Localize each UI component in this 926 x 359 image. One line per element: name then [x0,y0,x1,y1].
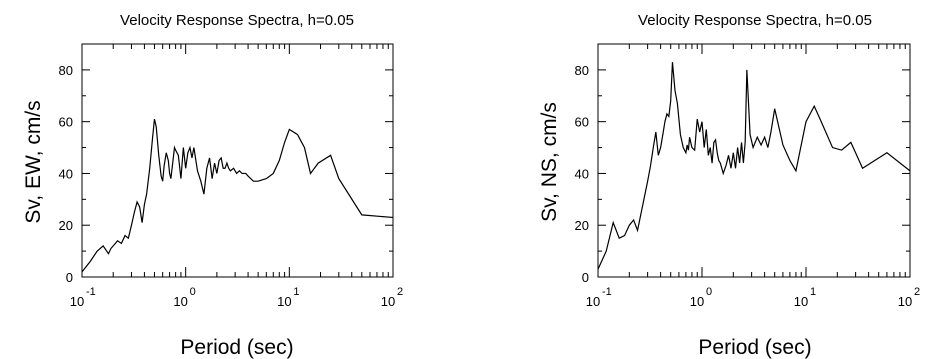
svg-text:10: 10 [690,294,704,309]
svg-text:10: 10 [173,294,187,309]
tick-marks [81,43,393,278]
y-tick-labels: 0 20 40 60 80 [575,63,589,285]
x-axis-label: Period (sec) [180,336,293,359]
y-tick-label: 20 [575,218,589,233]
x-tick-label: 10-1 [70,286,96,309]
tick-marks [597,43,910,278]
y-tick-label: 80 [575,63,589,78]
y-tick-label: 40 [575,166,589,181]
y-tick-label: 0 [66,270,73,285]
y-tick-label: 80 [59,63,73,78]
svg-text:-1: -1 [602,286,612,298]
series-line [597,62,911,270]
svg-text:2: 2 [397,286,403,298]
y-tick-label: 60 [59,115,73,130]
svg-text:2: 2 [914,286,920,298]
x-axis-label: Period (sec) [698,336,811,359]
x-tick-label: 101 [794,286,816,309]
svg-text:-1: -1 [86,286,96,298]
y-tick-label: 20 [59,218,73,233]
x-tick-label: 102 [381,286,403,309]
chart-title: Velocity Response Spectra, h=0.05 [638,12,872,29]
y-axis-label: Sv, EW, cm/s [22,100,45,223]
y-tick-label: 60 [575,115,589,130]
svg-text:0: 0 [190,286,196,298]
y-tick-labels: 0 20 40 60 80 [59,63,73,285]
svg-text:1: 1 [810,286,816,298]
x-tick-label: 100 [173,286,195,309]
svg-text:1: 1 [293,286,299,298]
svg-text:10: 10 [794,294,808,309]
svg-text:10: 10 [277,294,291,309]
series-line [81,118,394,273]
svg-text:0: 0 [706,286,712,298]
chart-panel-ns: Velocity Response Spectra, h=0.05 0 20 40 6… [463,0,926,359]
x-tick-label: 101 [277,286,299,309]
svg-text:10: 10 [586,294,600,309]
x-tick-label: 10-1 [586,286,612,309]
svg-text:10: 10 [381,294,395,309]
x-tick-label: 100 [690,286,712,309]
svg-text:10: 10 [70,294,84,309]
x-tick-label: 102 [898,286,920,309]
plot-frame [597,43,911,278]
chart-ns: Velocity Response Spectra, h=0.05 020406… [538,12,920,359]
chart-ew: Velocity Response Spectra, h=0.05 020406… [22,12,403,359]
chart-title: Velocity Response Spectra, h=0.05 [120,12,354,29]
svg-text:10: 10 [898,294,912,309]
y-tick-label: 40 [59,166,73,181]
y-tick-label: 0 [582,270,589,285]
y-axis-label: Sv, NS, cm/s [538,102,561,222]
plot-frame [81,43,394,278]
chart-panel-ew: Velocity Response Spectra, h=0.05 0 20 40 6… [22,12,403,359]
